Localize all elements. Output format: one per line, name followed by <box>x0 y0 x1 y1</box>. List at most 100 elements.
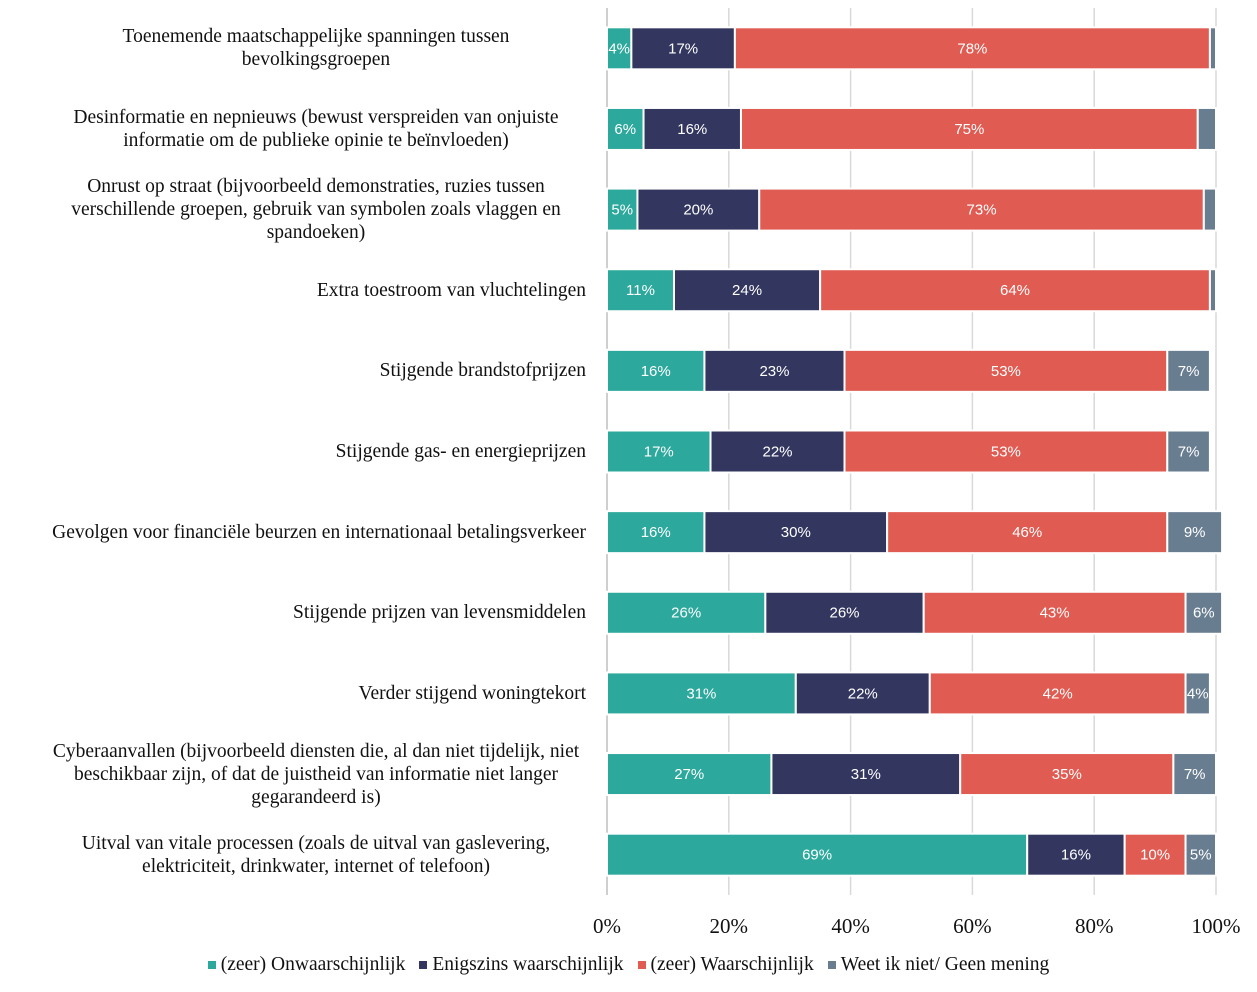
data-label: 5% <box>1190 847 1212 864</box>
data-label: 16% <box>1061 847 1091 864</box>
bar-segment <box>1184 590 1224 635</box>
category-label-box: Stijgende prijzen van levensmiddelen <box>26 573 586 653</box>
category-label: Stijgende prijzen van levensmiddelen <box>293 602 586 624</box>
category-label-box: Uitval van vitale processen (zoals de ui… <box>26 815 586 895</box>
legend-label: (zeer) Waarschijnlijk <box>650 954 814 975</box>
legend-label: Weet ik niet/ Geen mening <box>840 954 1050 975</box>
data-label: 16% <box>641 524 671 541</box>
bar-segment <box>1166 348 1211 393</box>
data-label: 24% <box>732 282 762 299</box>
legend-swatch <box>207 961 216 969</box>
category-label-box: Stijgende brandstofprijzen <box>26 331 586 411</box>
category-label-box: Onrust op straat (bijvoorbeeld demonstra… <box>26 170 586 250</box>
data-label: 30% <box>781 524 811 541</box>
category-label: Onrust op straat (bijvoorbeeld demonstra… <box>71 176 561 244</box>
bar-segment <box>1166 429 1211 474</box>
category-label: Stijgende gas- en energieprijzen <box>335 441 586 462</box>
data-label: 5% <box>611 202 633 219</box>
bar-segment <box>843 348 1169 393</box>
legend-item: (zeer) Onwaarschijnlijk <box>207 954 406 976</box>
data-label: 35% <box>1052 766 1082 783</box>
data-label: 75% <box>954 121 984 138</box>
data-label: 20% <box>683 202 713 219</box>
category-label-box: Gevolgen voor financiële beurzen en inte… <box>26 492 586 572</box>
bar-segment <box>636 187 761 232</box>
bar-segment <box>672 268 822 313</box>
data-label: 4% <box>608 40 630 57</box>
data-label: 7% <box>1184 766 1206 783</box>
data-label: 78% <box>957 40 987 57</box>
bar-segment <box>606 510 706 555</box>
legend-swatch <box>827 961 836 969</box>
bar-segment <box>606 429 712 474</box>
bar-segment <box>843 429 1169 474</box>
bar-segment <box>606 832 1029 877</box>
category-label: Gevolgen voor financiële beurzen en inte… <box>52 521 586 543</box>
category-label-box: Cyberaanvallen (bijvoorbeeld diensten di… <box>26 734 586 814</box>
data-label: 69% <box>802 847 832 864</box>
bar-segment <box>1123 832 1187 877</box>
data-label: 53% <box>991 363 1021 380</box>
data-label: 23% <box>759 363 789 380</box>
bar-segment <box>1208 268 1218 313</box>
x-tick-label: 80% <box>1075 914 1114 938</box>
category-label: Extra toestroom van vluchtelingen <box>316 279 586 301</box>
bar-segment <box>606 106 645 151</box>
data-label: 17% <box>644 443 674 460</box>
data-label: 6% <box>614 121 636 138</box>
data-label: 26% <box>829 605 859 622</box>
data-label: 26% <box>671 605 701 622</box>
legend-item: Enigszins waarschijnlijk <box>419 954 624 976</box>
category-label: Desinformatie en nepnieuws (bewust versp… <box>73 106 559 151</box>
data-label: 64% <box>1000 282 1030 299</box>
legend-item: (zeer) Waarschijnlijk <box>637 954 814 976</box>
bar-segment <box>1196 106 1217 151</box>
bar-segment <box>764 590 925 635</box>
data-label: 7% <box>1178 443 1200 460</box>
category-label-box: Toenemende maatschappelijke spanningen t… <box>26 8 586 88</box>
x-tick-label: 60% <box>953 914 992 938</box>
bar-segment <box>886 510 1169 555</box>
category-label: Cyberaanvallen (bijvoorbeeld diensten di… <box>52 740 580 808</box>
data-label: 22% <box>848 685 878 702</box>
legend-swatch <box>419 961 428 969</box>
bar-segment <box>606 590 767 635</box>
data-label: 31% <box>686 685 716 702</box>
bar-segment <box>606 26 633 71</box>
bar-segment <box>1172 752 1217 797</box>
data-label: 46% <box>1012 524 1042 541</box>
bar-segment <box>642 106 742 151</box>
legend-label: (zeer) Onwaarschijnlijk <box>220 954 406 975</box>
bar-segment <box>1202 187 1217 232</box>
data-label: 22% <box>763 443 793 460</box>
bar-segment <box>922 590 1187 635</box>
x-tick-label: 20% <box>710 914 749 938</box>
data-label: 10% <box>1140 847 1170 864</box>
data-label: 11% <box>626 282 655 299</box>
bar-segment <box>1026 832 1126 877</box>
category-label-box: Desinformatie en nepnieuws (bewust versp… <box>26 89 586 169</box>
data-label: 73% <box>967 202 997 219</box>
category-label-box: Stijgende gas- en energieprijzen <box>26 412 586 492</box>
bar-segment <box>1184 671 1211 716</box>
category-label: Uitval van vitale processen (zoals de ui… <box>81 832 551 877</box>
data-label: 16% <box>677 121 707 138</box>
bar-segment <box>819 268 1211 313</box>
data-label: 53% <box>991 443 1021 460</box>
x-tick-label: 40% <box>831 914 870 938</box>
data-label: 7% <box>1178 363 1200 380</box>
category-label-box: Extra toestroom van vluchtelingen <box>26 250 586 330</box>
bar-segment <box>794 671 931 716</box>
bar-segment <box>739 106 1199 151</box>
bar-segment <box>709 429 846 474</box>
bar-segment <box>733 26 1211 71</box>
bar-segment <box>606 268 675 313</box>
data-label: 27% <box>674 766 704 783</box>
bar-segment <box>606 752 773 797</box>
data-label: 42% <box>1043 685 1073 702</box>
legend-swatch <box>637 961 646 969</box>
data-label: 43% <box>1040 605 1070 622</box>
data-label: 31% <box>851 766 881 783</box>
x-tick-label: 0% <box>593 914 621 938</box>
